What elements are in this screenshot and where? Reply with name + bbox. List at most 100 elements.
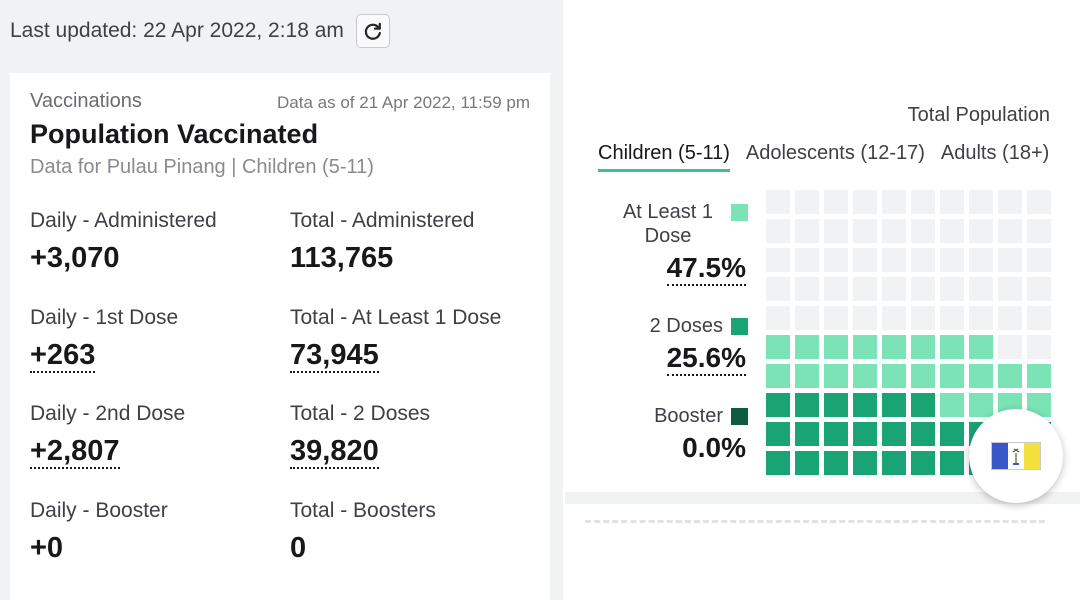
stat-daily-2nd-dose: Daily - 2nd Dose +2,807: [30, 402, 185, 469]
waffle-cell: [911, 335, 935, 359]
waffle-cell: [824, 335, 848, 359]
waffle-cell: [998, 306, 1022, 330]
waffle-cell: [1027, 219, 1051, 243]
waffle-cell: [882, 422, 906, 446]
waffle-cell: [882, 335, 906, 359]
card-subtitle: Data for Pulau Pinang | Children (5-11): [30, 156, 374, 178]
stat-label: Daily - Administered: [30, 209, 217, 232]
total-population-label: Total Population: [907, 104, 1050, 126]
waffle-cell: [766, 451, 790, 475]
waffle-cell: [998, 364, 1022, 388]
stat-value[interactable]: 73,945: [290, 339, 379, 373]
stat-label: Daily - 2nd Dose: [30, 402, 186, 425]
waffle-cell: [853, 422, 877, 446]
waffle-grid: [766, 190, 1051, 475]
waffle-cell: [940, 306, 964, 330]
stat-value[interactable]: 39,820: [290, 435, 379, 469]
stat-value: +0: [30, 532, 64, 564]
waffle-cell: [911, 364, 935, 388]
waffle-cell: [969, 364, 993, 388]
waffle-cell: [824, 219, 848, 243]
waffle-cell: [853, 306, 877, 330]
waffle-cell: [940, 277, 964, 301]
waffle-cell: [1027, 277, 1051, 301]
legend-label: Booster: [654, 405, 723, 427]
waffle-cell: [853, 393, 877, 417]
waffle-cell: [998, 190, 1022, 214]
waffle-cell: [969, 219, 993, 243]
data-as-of: Data as of 21 Apr 2022, 11:59 pm: [277, 93, 530, 112]
waffle-cell: [969, 248, 993, 272]
waffle-cell: [766, 364, 790, 388]
population-vaccinated-card: Vaccinations Data as of 21 Apr 2022, 11:…: [10, 73, 550, 600]
waffle-cell: [795, 335, 819, 359]
waffle-cell: [940, 451, 964, 475]
waffle-cell: [882, 219, 906, 243]
waffle-cell: [1027, 335, 1051, 359]
waffle-cell: [911, 422, 935, 446]
waffle-cell: [853, 277, 877, 301]
waffle-cell: [998, 248, 1022, 272]
waffle-cell: [853, 335, 877, 359]
waffle-cell: [824, 277, 848, 301]
waffle-cell: [1027, 364, 1051, 388]
penang-flag-icon: [991, 442, 1041, 470]
left-column: Last updated: 22 Apr 2022, 2:18 am Vacci…: [0, 0, 563, 600]
waffle-cell: [940, 248, 964, 272]
waffle-cell: [824, 248, 848, 272]
waffle-cell: [940, 364, 964, 388]
legend-label: At Least 1 Dose: [622, 201, 714, 247]
waffle-cell: [766, 306, 790, 330]
waffle-cell: [882, 190, 906, 214]
waffle-cell: [969, 335, 993, 359]
legend-percent: 0.0%: [682, 432, 746, 463]
waffle-cell: [795, 451, 819, 475]
stat-total-boosters: Total - Boosters 0: [290, 499, 436, 564]
waffle-cell: [853, 364, 877, 388]
waffle-cell: [853, 248, 877, 272]
legend-booster: Booster 0.0%: [654, 404, 748, 464]
legend-at-least-1-dose: At Least 1 Dose 47.5%: [613, 200, 748, 286]
stat-label: Total - At Least 1 Dose: [290, 306, 502, 329]
waffle-cell: [1027, 190, 1051, 214]
waffle-cell: [766, 335, 790, 359]
waffle-cell: [998, 219, 1022, 243]
state-selector-button[interactable]: [969, 409, 1063, 503]
stat-total-2-doses: Total - 2 Doses 39,820: [290, 402, 430, 469]
refresh-button[interactable]: [355, 14, 390, 48]
stat-value: +3,070: [30, 242, 120, 274]
waffle-cell: [882, 277, 906, 301]
legend-label: 2 Doses: [649, 315, 723, 337]
waffle-cell: [882, 393, 906, 417]
last-updated-bar: Last updated: 22 Apr 2022, 2:18 am: [10, 14, 390, 48]
waffle-cell: [882, 248, 906, 272]
stat-value[interactable]: +2,807: [30, 435, 120, 469]
waffle-cell: [1027, 248, 1051, 272]
stat-label: Daily - 1st Dose: [30, 306, 179, 329]
waffle-cell: [940, 393, 964, 417]
legend-percent[interactable]: 47.5%: [666, 252, 746, 286]
waffle-cell: [766, 277, 790, 301]
waffle-cell: [911, 248, 935, 272]
stat-label: Total - 2 Doses: [290, 402, 431, 425]
waffle-cell: [911, 277, 935, 301]
waffle-cell: [824, 306, 848, 330]
waffle-cell: [911, 306, 935, 330]
card-title: Population Vaccinated: [30, 119, 319, 149]
waffle-cell: [940, 190, 964, 214]
waffle-cell: [911, 190, 935, 214]
waffle-cell: [824, 190, 848, 214]
stat-value[interactable]: +263: [30, 339, 96, 373]
waffle-cell: [940, 335, 964, 359]
waffle-cell: [998, 277, 1022, 301]
legend-2-doses: 2 Doses 25.6%: [650, 314, 748, 376]
waffle-cell: [882, 451, 906, 475]
tab-adults[interactable]: Adults (18+): [940, 142, 1050, 164]
waffle-cell: [795, 306, 819, 330]
stat-label: Total - Administered: [290, 209, 475, 232]
tab-children[interactable]: Children (5-11): [598, 142, 730, 172]
waffle-cell: [911, 219, 935, 243]
legend-percent[interactable]: 25.6%: [666, 342, 746, 376]
waffle-cell: [940, 422, 964, 446]
tab-adolescents[interactable]: Adolescents (12-17): [745, 142, 925, 164]
